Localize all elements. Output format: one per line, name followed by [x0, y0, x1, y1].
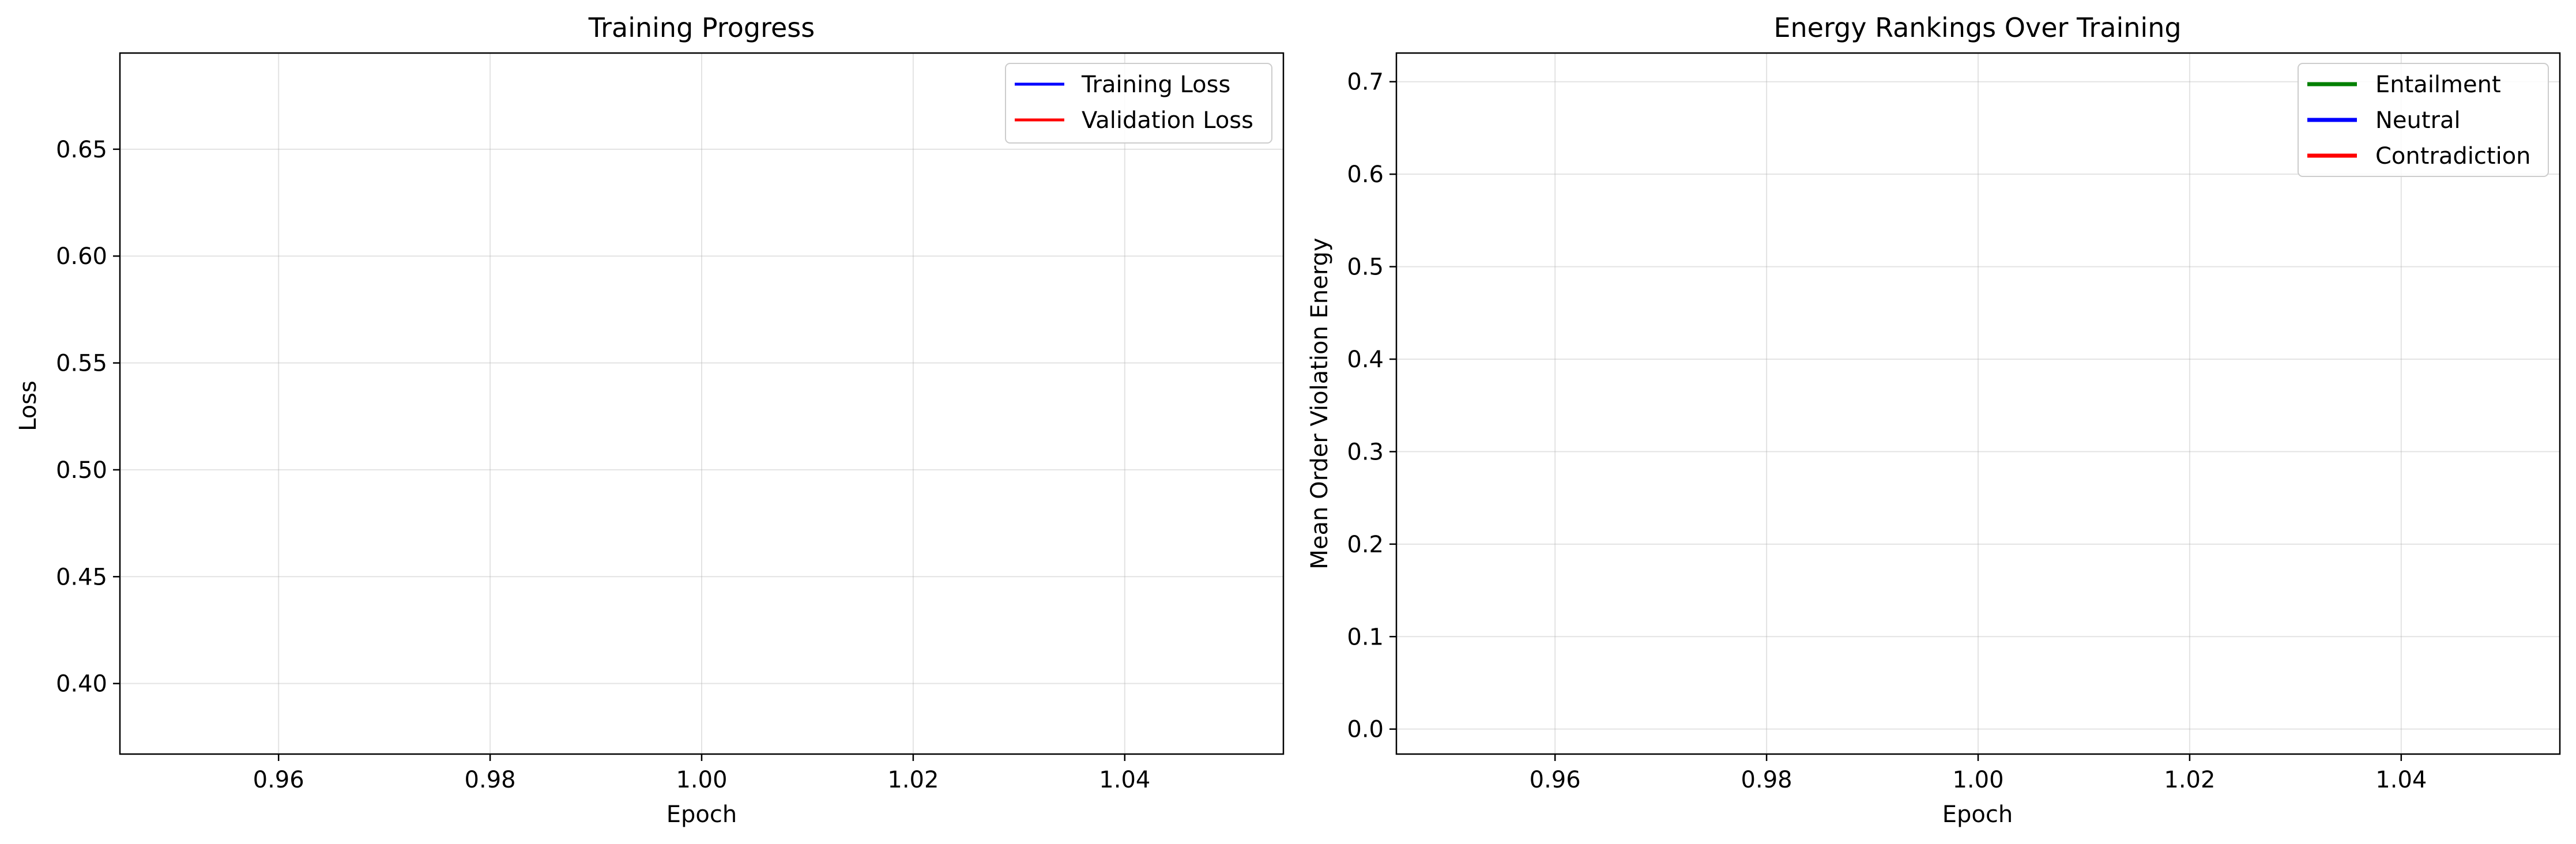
y-tick-label: 0.60	[56, 243, 107, 270]
y-tick-label: 0.1	[1347, 624, 1384, 650]
legend-label-validation-loss: Validation Loss	[1082, 107, 1253, 134]
y-tick-label: 0.55	[56, 351, 107, 377]
x-tick-label: 1.00	[676, 767, 727, 793]
chart-title: Energy Rankings Over Training	[1773, 12, 2181, 43]
x-tick-label: 0.98	[465, 767, 516, 793]
energy-rankings-chart: Energy Rankings Over Training Epoch Mean…	[1306, 12, 2561, 828]
x-axis-label: Epoch	[1942, 801, 2013, 828]
grid	[1396, 53, 2560, 754]
legend-box	[1005, 63, 1272, 144]
plot-frame	[1395, 52, 2561, 755]
grid	[120, 53, 1283, 754]
x-tick-label: 0.98	[1741, 767, 1792, 793]
x-axis-label: Epoch	[666, 801, 737, 828]
x-tick-label: 1.02	[887, 767, 939, 793]
plot-frame	[119, 52, 1285, 755]
y-tick-label: 0.3	[1347, 439, 1384, 465]
legend-label-training-loss: Training Loss	[1081, 71, 1230, 98]
y-tick-label: 0.50	[56, 457, 107, 484]
legend-box	[2298, 63, 2549, 177]
legend-label-neutral: Neutral	[2375, 107, 2461, 134]
y-axis-ticks: 0.40 0.45 0.50 0.55 0.60 0.65	[56, 137, 120, 698]
y-axis-label: Mean Order Violation Energy	[1306, 238, 1333, 569]
x-tick-label: 1.04	[1099, 767, 1150, 793]
legend: Entailment Neutral Contradiction	[2298, 63, 2549, 177]
x-axis-ticks: 0.96 0.98 1.00 1.02 1.04	[253, 754, 1150, 793]
y-tick-label: 0.45	[56, 564, 107, 590]
y-tick-label: 0.7	[1347, 69, 1384, 96]
y-tick-label: 0.0	[1347, 717, 1384, 743]
x-tick-label: 1.02	[2164, 767, 2215, 793]
x-axis-ticks: 0.96 0.98 1.00 1.02 1.04	[1530, 754, 2427, 793]
y-tick-label: 0.2	[1347, 532, 1384, 558]
y-tick-label: 0.65	[56, 137, 107, 163]
x-tick-label: 0.96	[253, 767, 304, 793]
y-tick-label: 0.40	[56, 671, 107, 698]
y-axis-label: Loss	[15, 380, 42, 431]
y-tick-label: 0.6	[1347, 161, 1384, 188]
training-progress-chart: Training Progress Epoch Loss 0.96 0.98 1.0…	[15, 12, 1285, 828]
x-tick-label: 0.96	[1530, 767, 1581, 793]
y-tick-label: 0.4	[1347, 346, 1384, 373]
chart-title: Training Progress	[588, 12, 815, 43]
legend-label-entailment: Entailment	[2375, 71, 2501, 98]
y-axis-ticks: 0.0 0.1 0.2 0.3 0.4 0.5 0.6 0.7	[1347, 69, 1396, 743]
legend-label-contradiction: Contradiction	[2375, 143, 2531, 169]
x-tick-label: 1.04	[2375, 767, 2427, 793]
x-tick-label: 1.00	[1952, 767, 2003, 793]
legend: Training Loss Validation Loss	[1005, 63, 1272, 144]
y-tick-label: 0.5	[1347, 254, 1384, 281]
